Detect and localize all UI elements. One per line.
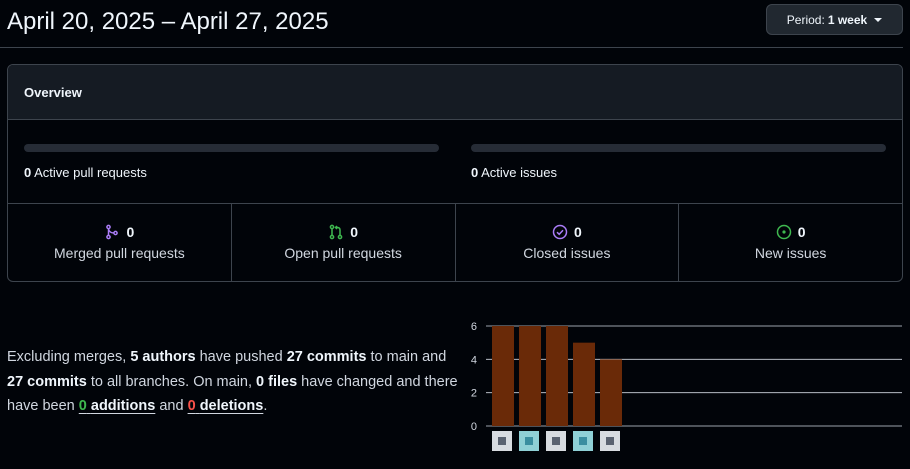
y-tick-label: 6 xyxy=(471,321,477,333)
bar xyxy=(492,326,514,426)
files-changed-count: 0 files xyxy=(256,373,298,390)
page-title: April 20, 2025 – April 27, 2025 xyxy=(7,8,329,35)
active-pull-requests-count: 0 xyxy=(24,165,32,180)
active-pull-requests: 0 Active pull requests xyxy=(24,144,439,180)
deletions-count: 0 xyxy=(187,398,196,414)
closed-issues-label: Closed issues xyxy=(523,245,611,261)
closed-issues-count: 0 xyxy=(573,224,582,240)
author-avatar-pattern xyxy=(498,437,506,445)
stat-closed-issues[interactable]: 0 Closed issues xyxy=(456,204,680,281)
new-issues-count: 0 xyxy=(797,224,806,240)
stat-merged-pull-requests[interactable]: 0 Merged pull requests xyxy=(8,204,232,281)
issue-opened-icon xyxy=(776,224,791,240)
summary-text: Excluding merges, xyxy=(7,349,131,365)
y-tick-label: 4 xyxy=(471,354,477,366)
bar xyxy=(519,326,541,426)
git-merge-icon xyxy=(106,224,119,240)
stat-new-issues[interactable]: 0 New issues xyxy=(679,204,902,281)
author-avatar-pattern xyxy=(552,437,560,445)
author-avatar-pattern xyxy=(525,437,533,445)
stats-row: 0 Merged pull requests 0 Open pull reque… xyxy=(8,204,902,281)
summary-text: to all branches. On main, xyxy=(86,373,257,390)
commit-summary: Excluding merges, 5 authors have pushed … xyxy=(7,345,462,419)
merged-pull-requests-count: 0 xyxy=(126,224,135,240)
git-pull-request-icon xyxy=(329,224,343,240)
summary-text: and xyxy=(155,398,188,414)
new-issues-label: New issues xyxy=(754,245,827,261)
deletions-label: deletions xyxy=(199,398,264,414)
active-issues-bar xyxy=(471,144,886,152)
merged-pull-requests-label: Merged pull requests xyxy=(54,245,185,261)
authors-count: 5 authors xyxy=(130,349,196,365)
active-pull-requests-label: Active pull requests xyxy=(34,165,147,180)
period-prefix: Period: xyxy=(786,12,825,27)
y-tick-label: 2 xyxy=(471,388,477,400)
active-issues-link[interactable]: 0 Active issues xyxy=(471,165,886,180)
open-pull-requests-count: 0 xyxy=(350,224,359,240)
caret-down-icon xyxy=(874,17,883,22)
period-value: 1 week xyxy=(827,12,868,27)
active-pull-requests-link[interactable]: 0 Active pull requests xyxy=(24,165,439,180)
bar xyxy=(600,359,622,426)
period-button[interactable]: Period: 1 week xyxy=(766,4,903,35)
active-issues-count: 0 xyxy=(471,165,479,180)
issue-closed-icon xyxy=(552,224,568,240)
stat-open-pull-requests[interactable]: 0 Open pull requests xyxy=(232,204,456,281)
page-header: April 20, 2025 – April 27, 2025 Period: … xyxy=(0,0,903,48)
y-tick-label: 0 xyxy=(471,421,477,433)
additions-count: 0 xyxy=(78,398,87,414)
commits-by-author-chart: 0 2 4 6 xyxy=(471,321,902,451)
summary-text: . xyxy=(263,398,268,414)
additions-label: additions xyxy=(90,398,156,414)
open-pull-requests-label: Open pull requests xyxy=(284,245,402,261)
commits-all-count: 27 commits xyxy=(7,373,87,390)
bar xyxy=(573,342,595,426)
additions-link[interactable]: 0 additions xyxy=(79,398,156,414)
bar xyxy=(546,326,568,426)
overview-title: Overview xyxy=(8,65,902,120)
active-issues: 0 Active issues xyxy=(471,144,886,180)
active-pull-requests-bar xyxy=(24,144,439,152)
author-avatar-pattern xyxy=(579,437,587,445)
summary-text: have changed and there have been xyxy=(7,373,458,415)
active-row: 0 Active pull requests 0 Active issues xyxy=(8,120,902,204)
overview-panel: Overview 0 Active pull requests 0 Active… xyxy=(7,64,903,282)
commits-main-count: 27 commits xyxy=(286,349,367,365)
active-issues-label: Active issues xyxy=(481,165,558,180)
summary-text: to main and xyxy=(366,349,447,365)
deletions-link[interactable]: 0 deletions xyxy=(188,398,264,414)
summary-text: have pushed xyxy=(195,349,287,365)
author-avatar-pattern xyxy=(606,437,614,445)
